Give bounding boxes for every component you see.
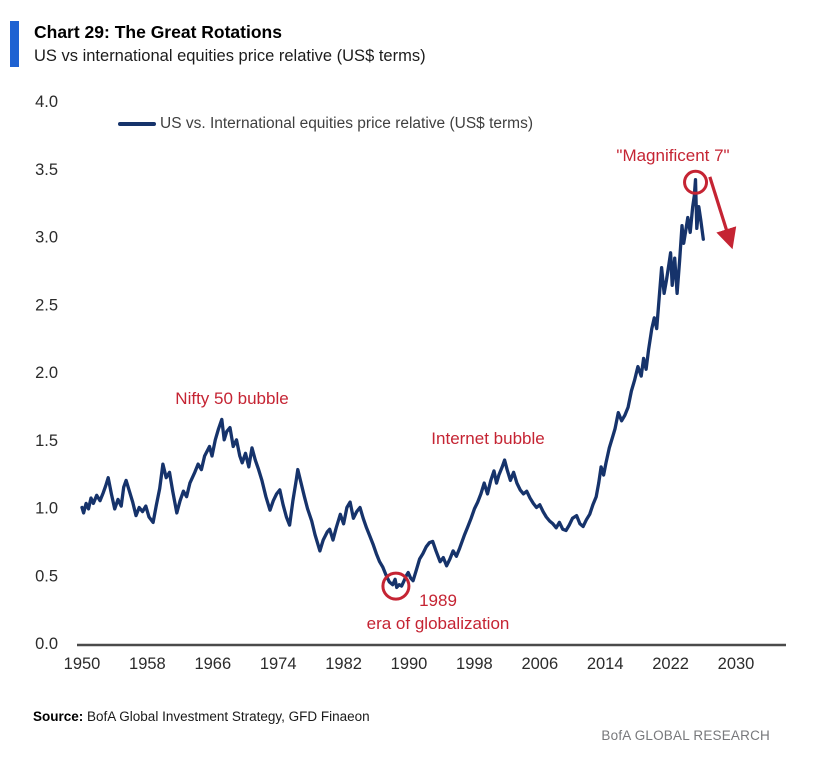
x-tick-label: 2030 [718, 655, 755, 673]
y-tick-label: 1.0 [35, 500, 58, 518]
source-line: Source: BofA Global Investment Strategy,… [33, 709, 370, 724]
annotation-magnificent-7: "Magnificent 7" [616, 146, 730, 165]
legend-label: US vs. International equities price rela… [160, 115, 534, 132]
source-text: BofA Global Investment Strategy, GFD Fin… [83, 709, 370, 724]
annotation-1989: 1989 [419, 591, 457, 610]
page-title: Chart 29: The Great Rotations [34, 22, 282, 42]
annotation-circle [381, 571, 411, 601]
series-line [80, 177, 705, 590]
y-tick-label: 1.5 [35, 432, 58, 450]
x-tick-label: 1950 [64, 655, 101, 673]
annotation-era-of-globalization: era of globalization [366, 614, 510, 633]
x-tick-label: 1958 [129, 655, 166, 673]
x-tick-label: 1974 [260, 655, 297, 673]
y-tick-label: 3.5 [35, 161, 58, 179]
legend: US vs. International equities price rela… [118, 115, 533, 133]
y-tick-label: 4.0 [35, 93, 58, 111]
y-tick-label: 0.5 [35, 567, 58, 585]
brand-footer: BofA GLOBAL RESEARCH [601, 728, 770, 743]
x-tick-label: 2006 [521, 655, 558, 673]
accent-bar [10, 21, 19, 67]
y-tick-label: 2.0 [35, 364, 58, 382]
x-tick-label: 1998 [456, 655, 493, 673]
annotation-nifty-50-bubble: Nifty 50 bubble [175, 389, 289, 408]
y-tick-label: 0.0 [35, 635, 58, 653]
y-tick-label: 3.0 [35, 229, 58, 247]
x-tick-label: 2022 [652, 655, 689, 673]
x-tick-label: 1966 [194, 655, 231, 673]
annotation-internet-bubble: Internet bubble [431, 429, 545, 448]
source-label: Source: [33, 709, 84, 724]
annotation-circle [683, 169, 709, 195]
x-tick-label: 1990 [391, 655, 428, 673]
legend-line-swatch [118, 122, 156, 126]
x-tick-label: 1982 [325, 655, 362, 673]
y-tick-label: 2.5 [35, 296, 58, 314]
x-tick-label: 2014 [587, 655, 624, 673]
annotation-arrow [708, 176, 737, 250]
page-subtitle: US vs international equities price relat… [34, 47, 426, 65]
